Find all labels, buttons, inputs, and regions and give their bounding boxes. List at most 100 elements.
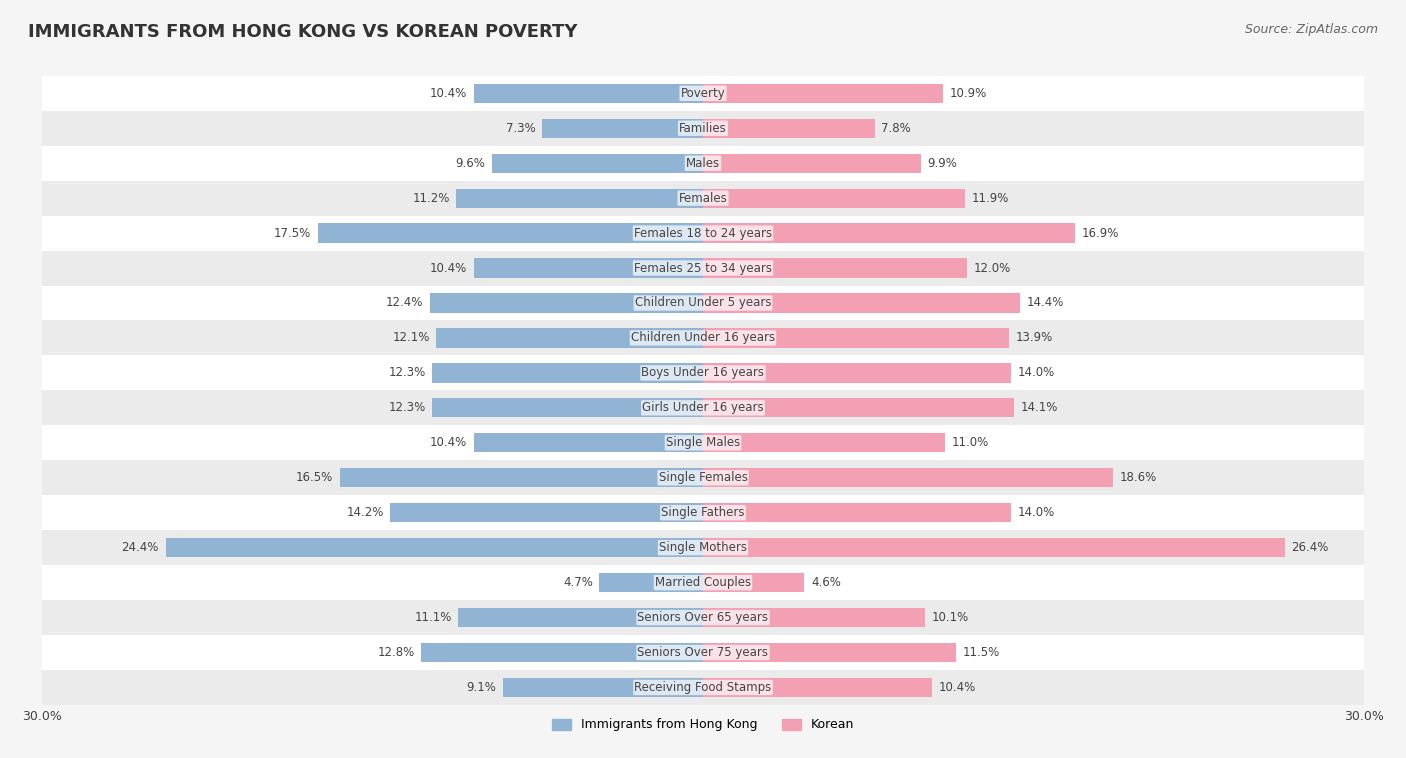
Bar xyxy=(42,76,1364,111)
Text: 7.8%: 7.8% xyxy=(882,122,911,135)
Bar xyxy=(703,224,1076,243)
Text: Single Females: Single Females xyxy=(658,471,748,484)
Bar xyxy=(703,608,925,627)
Bar xyxy=(42,180,1364,215)
Text: 9.6%: 9.6% xyxy=(456,157,485,170)
Bar xyxy=(703,538,1285,557)
Text: 12.3%: 12.3% xyxy=(388,366,426,380)
Text: 7.3%: 7.3% xyxy=(506,122,536,135)
Bar xyxy=(703,363,1011,383)
Text: 10.4%: 10.4% xyxy=(939,681,976,694)
Bar xyxy=(42,356,1364,390)
Legend: Immigrants from Hong Kong, Korean: Immigrants from Hong Kong, Korean xyxy=(547,713,859,737)
Text: Males: Males xyxy=(686,157,720,170)
Bar xyxy=(474,433,703,453)
Bar xyxy=(391,503,703,522)
Bar xyxy=(474,83,703,103)
Text: Single Fathers: Single Fathers xyxy=(661,506,745,519)
Bar xyxy=(703,258,967,277)
Bar xyxy=(436,328,703,348)
Text: 17.5%: 17.5% xyxy=(274,227,311,240)
Text: Seniors Over 75 years: Seniors Over 75 years xyxy=(637,646,769,659)
Bar xyxy=(432,398,703,418)
Text: Children Under 5 years: Children Under 5 years xyxy=(634,296,772,309)
Text: 9.9%: 9.9% xyxy=(928,157,957,170)
Bar xyxy=(42,670,1364,705)
Bar xyxy=(42,390,1364,425)
Bar xyxy=(42,565,1364,600)
Text: 14.0%: 14.0% xyxy=(1018,506,1056,519)
Text: 11.9%: 11.9% xyxy=(972,192,1010,205)
Text: 10.4%: 10.4% xyxy=(430,437,467,449)
Bar xyxy=(492,154,703,173)
Text: 14.1%: 14.1% xyxy=(1021,401,1057,415)
Text: 12.0%: 12.0% xyxy=(974,262,1011,274)
Bar xyxy=(703,433,945,453)
Text: Receiving Food Stamps: Receiving Food Stamps xyxy=(634,681,772,694)
Bar xyxy=(42,600,1364,635)
Bar xyxy=(42,530,1364,565)
Bar xyxy=(42,495,1364,530)
Text: 10.1%: 10.1% xyxy=(932,611,969,624)
Bar xyxy=(457,189,703,208)
Text: Families: Families xyxy=(679,122,727,135)
Text: 16.5%: 16.5% xyxy=(295,471,333,484)
Bar xyxy=(430,293,703,312)
Text: Seniors Over 65 years: Seniors Over 65 years xyxy=(637,611,769,624)
Text: 26.4%: 26.4% xyxy=(1291,541,1329,554)
Text: 11.2%: 11.2% xyxy=(412,192,450,205)
Text: Poverty: Poverty xyxy=(681,86,725,100)
Text: 16.9%: 16.9% xyxy=(1081,227,1119,240)
Text: 9.1%: 9.1% xyxy=(465,681,496,694)
Bar xyxy=(703,154,921,173)
Text: 14.0%: 14.0% xyxy=(1018,366,1056,380)
Text: 10.9%: 10.9% xyxy=(949,86,987,100)
Bar xyxy=(703,293,1021,312)
Bar xyxy=(599,573,703,592)
Text: 12.8%: 12.8% xyxy=(377,646,415,659)
Text: 12.1%: 12.1% xyxy=(392,331,430,344)
Bar xyxy=(703,398,1014,418)
Bar xyxy=(458,608,703,627)
Text: Boys Under 16 years: Boys Under 16 years xyxy=(641,366,765,380)
Bar xyxy=(42,425,1364,460)
Bar xyxy=(42,321,1364,356)
Text: Females 25 to 34 years: Females 25 to 34 years xyxy=(634,262,772,274)
Bar xyxy=(42,286,1364,321)
Bar xyxy=(42,460,1364,495)
Bar xyxy=(318,224,703,243)
Text: 12.3%: 12.3% xyxy=(388,401,426,415)
Bar xyxy=(166,538,703,557)
Bar xyxy=(703,573,804,592)
Text: IMMIGRANTS FROM HONG KONG VS KOREAN POVERTY: IMMIGRANTS FROM HONG KONG VS KOREAN POVE… xyxy=(28,23,578,41)
Text: Source: ZipAtlas.com: Source: ZipAtlas.com xyxy=(1244,23,1378,36)
Text: 11.0%: 11.0% xyxy=(952,437,990,449)
Bar xyxy=(703,503,1011,522)
Text: Children Under 16 years: Children Under 16 years xyxy=(631,331,775,344)
Bar xyxy=(703,328,1010,348)
Text: 24.4%: 24.4% xyxy=(121,541,159,554)
Text: 13.9%: 13.9% xyxy=(1015,331,1053,344)
Bar xyxy=(339,468,703,487)
Text: 10.4%: 10.4% xyxy=(430,86,467,100)
Bar xyxy=(703,643,956,662)
Text: 11.1%: 11.1% xyxy=(415,611,451,624)
Text: 4.7%: 4.7% xyxy=(562,576,593,589)
Bar xyxy=(703,468,1112,487)
Text: 10.4%: 10.4% xyxy=(430,262,467,274)
Bar xyxy=(703,678,932,697)
Bar xyxy=(42,251,1364,286)
Bar xyxy=(432,363,703,383)
Bar xyxy=(703,83,943,103)
Bar xyxy=(703,118,875,138)
Text: 18.6%: 18.6% xyxy=(1119,471,1157,484)
Text: Single Males: Single Males xyxy=(666,437,740,449)
Bar xyxy=(420,643,703,662)
Text: Females 18 to 24 years: Females 18 to 24 years xyxy=(634,227,772,240)
Text: 12.4%: 12.4% xyxy=(385,296,423,309)
Text: 14.2%: 14.2% xyxy=(346,506,384,519)
Text: 11.5%: 11.5% xyxy=(963,646,1000,659)
Bar xyxy=(42,635,1364,670)
Text: Girls Under 16 years: Girls Under 16 years xyxy=(643,401,763,415)
Bar xyxy=(42,111,1364,146)
